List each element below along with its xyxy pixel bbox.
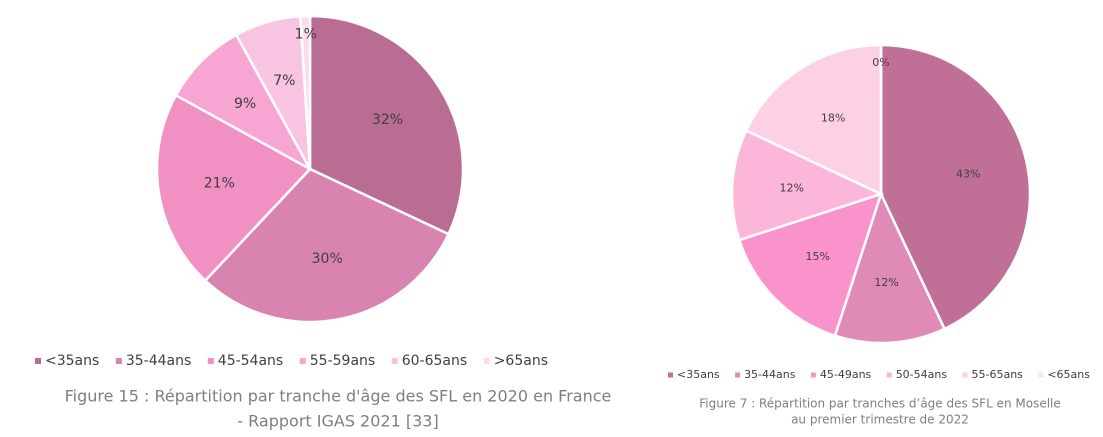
pie-slice [203, 167, 451, 324]
legend-label: 50-54ans [896, 368, 948, 381]
legend-label: 60-65ans [402, 353, 467, 369]
legend-label: 45-54ans [218, 353, 283, 369]
caption: - Rapport IGAS 2021 [33] [237, 412, 438, 431]
data-label: 18% [821, 112, 845, 125]
data-label: 1% [295, 26, 317, 42]
legend-label: 35-44ans [744, 368, 796, 381]
legend-swatch [299, 358, 306, 364]
pie-slice [879, 43, 1032, 331]
legend-label: <35ans [45, 353, 99, 369]
data-label: 30% [312, 251, 343, 267]
legend-swatch [735, 372, 741, 378]
legend-swatch [810, 372, 816, 378]
legend-label: 35-44ans [126, 353, 191, 369]
pie-slice [174, 33, 314, 173]
pie-slice [730, 128, 885, 242]
pie-slice [308, 14, 465, 236]
pie-slice [833, 190, 947, 345]
caption: Figure 15 : Répartition par tranche d'âg… [65, 387, 612, 406]
caption: Figure 7 : Répartition par tranches d’âg… [699, 397, 1061, 411]
legend-label: 55-65ans [972, 368, 1024, 381]
legend-label: 45-49ans [820, 368, 872, 381]
legend-swatch [35, 358, 41, 364]
legend-swatch [207, 358, 214, 364]
legend-label: >65ans [494, 353, 548, 369]
legend-label: 55-59ans [310, 353, 375, 369]
legend-label: <65ans [1047, 368, 1090, 381]
data-label: 9% [234, 96, 256, 112]
legend-label: <35ans [677, 368, 720, 381]
legend-swatch [962, 372, 968, 378]
legend-swatch [886, 372, 892, 378]
pie-slice [155, 93, 313, 283]
legend-swatch [1038, 372, 1044, 378]
data-label: 12% [874, 276, 898, 289]
data-label: 32% [372, 112, 403, 128]
data-label: 7% [273, 73, 295, 89]
legend-swatch [668, 372, 673, 378]
legend-swatch [115, 358, 122, 364]
pie-slice [744, 43, 883, 196]
data-label: 43% [956, 167, 980, 180]
data-label: 0% [872, 56, 889, 69]
data-label: 21% [204, 175, 235, 191]
data-label: 12% [780, 181, 804, 194]
data-label: 15% [806, 250, 830, 263]
caption: au premier trimestre de 2022 [791, 413, 969, 427]
pie-slice [299, 14, 312, 170]
legend-swatch [391, 358, 398, 364]
legend-swatch [483, 358, 490, 364]
